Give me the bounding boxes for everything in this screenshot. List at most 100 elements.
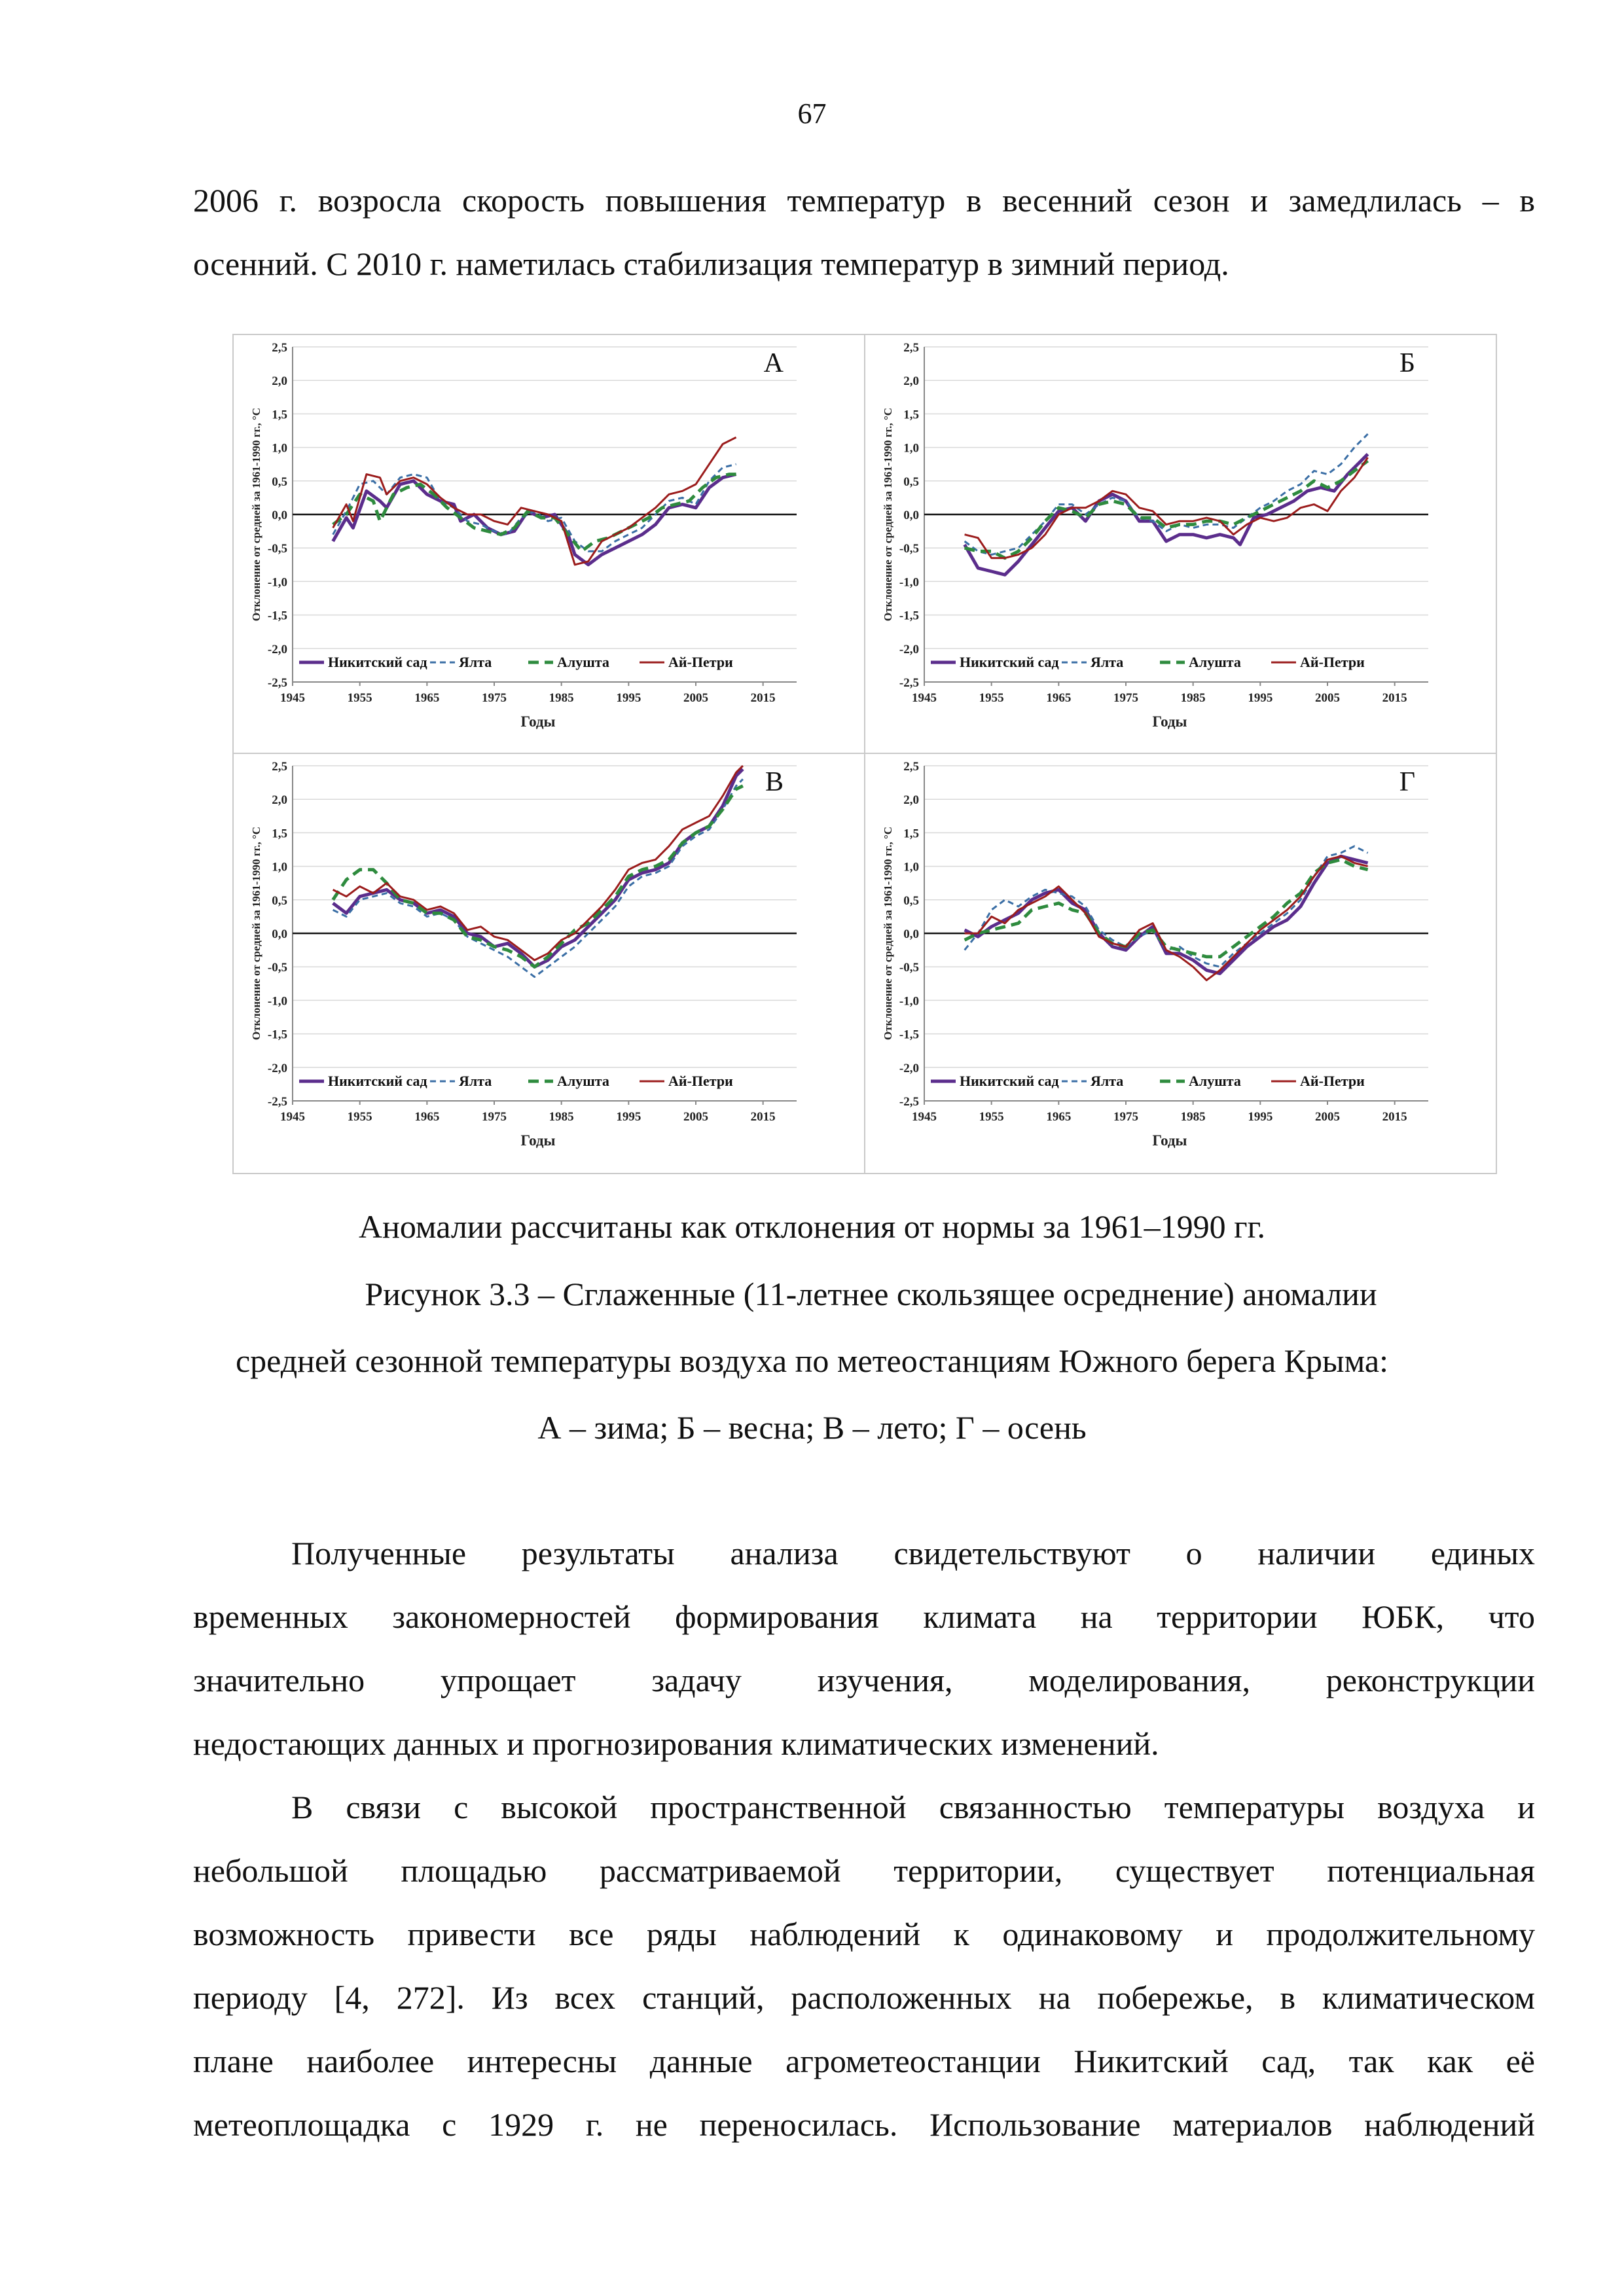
y-tick-label: -0,5 bbox=[899, 961, 919, 975]
y-tick-label: 2,0 bbox=[272, 793, 287, 807]
y-tick-label: 0,5 bbox=[272, 475, 287, 489]
x-tick-label: 1955 bbox=[348, 691, 372, 705]
legend-label: Ялта bbox=[1091, 654, 1123, 670]
y-tick-label: 0,0 bbox=[272, 927, 287, 941]
y-tick-label: 1,0 bbox=[903, 442, 919, 456]
x-tick-label: 1975 bbox=[1113, 1110, 1138, 1124]
series-line bbox=[332, 778, 744, 978]
x-tick-label: 2015 bbox=[1382, 691, 1407, 705]
x-tick-label: 2005 bbox=[1315, 691, 1340, 705]
paragraph-line: недостающих данных и прогнозирования кли… bbox=[193, 1725, 1159, 1762]
y-tick-label: -1,5 bbox=[899, 1028, 919, 1042]
paragraph-line: небольшой площадью рассматриваемой терри… bbox=[193, 1852, 1535, 1889]
legend-label: Алушта bbox=[557, 654, 609, 670]
legend-label: Алушта bbox=[1189, 1073, 1241, 1089]
y-tick-label: -1,0 bbox=[899, 575, 919, 589]
x-tick-label: 1965 bbox=[1046, 691, 1071, 705]
legend-label: Ай-Петри bbox=[668, 654, 733, 670]
x-tick-label: 1955 bbox=[348, 1110, 372, 1124]
x-tick-label: 1985 bbox=[1181, 691, 1206, 705]
figure-caption-line: А – зима; Б – весна; В – лето; Г – осень bbox=[537, 1409, 1087, 1446]
x-tick-label: 1975 bbox=[1113, 691, 1138, 705]
y-tick-label: 0,0 bbox=[272, 509, 287, 522]
x-tick-label: 1985 bbox=[549, 691, 574, 705]
paragraph-line: Полученные результаты анализа свидетельс… bbox=[291, 1535, 1535, 1571]
page-number: 67 bbox=[797, 98, 827, 130]
legend-label: Ай-Петри bbox=[668, 1073, 733, 1089]
x-tick-label: 1965 bbox=[414, 691, 439, 705]
body-paragraph-1: Полученные результаты анализа свидетельс… bbox=[193, 1522, 1535, 1776]
x-axis-title: Годы bbox=[1152, 713, 1187, 730]
y-tick-label: -1,5 bbox=[268, 609, 287, 623]
series-line bbox=[332, 764, 744, 961]
intro-line: 2006 г. возросла скорость повышения темп… bbox=[193, 182, 1535, 219]
y-tick-label: -1,0 bbox=[268, 994, 287, 1008]
x-tick-label: 1995 bbox=[1248, 691, 1272, 705]
intro-paragraph: 2006 г. возросла скорость повышения темп… bbox=[193, 169, 1535, 296]
y-tick-label: 1,5 bbox=[903, 408, 919, 422]
series-line bbox=[964, 855, 1368, 982]
body-paragraph-2: В связи с высокой пространственной связа… bbox=[193, 1776, 1535, 2157]
y-tick-label: -0,5 bbox=[899, 542, 919, 556]
y-tick-label: 2,0 bbox=[272, 374, 287, 388]
x-tick-label: 1945 bbox=[280, 1110, 305, 1124]
panel-letter: В bbox=[765, 767, 784, 797]
y-tick-label: 0,5 bbox=[903, 894, 919, 908]
y-axis-title: Отклонение от средней за 1961-1990 гг., … bbox=[882, 408, 894, 621]
y-tick-label: -2,5 bbox=[268, 1095, 287, 1109]
y-tick-label: 2,5 bbox=[903, 341, 919, 355]
x-tick-label: 1965 bbox=[414, 1110, 439, 1124]
x-tick-label: 1945 bbox=[912, 1110, 937, 1124]
chart-summer-svg: -2,5 -2,0 -1,5 -1,0 -0,5 0,0 0,5 1,0 1,5 2,0 2,5 19… bbox=[250, 760, 797, 1149]
x-tick-label: 1995 bbox=[1248, 1110, 1272, 1124]
paragraph-line: значительно упрощает задачу изучения, мо… bbox=[193, 1662, 1535, 1698]
panel-letter: Г bbox=[1399, 767, 1415, 797]
series-line bbox=[964, 459, 1369, 560]
legend-label: Ялта bbox=[459, 1073, 492, 1089]
figure-caption-line: средней сезонной температуры воздуха по … bbox=[235, 1342, 1388, 1379]
series-line bbox=[963, 453, 1369, 577]
x-tick-label: 2015 bbox=[1382, 1110, 1407, 1124]
series-line bbox=[964, 433, 1369, 556]
chart-spring-svg: -2,5 -2,0 -1,5 -1,0 -0,5 0,0 0,5 1,0 1,5 2,0 2,5 19… bbox=[882, 341, 1428, 730]
y-tick-label: 1,0 bbox=[272, 861, 287, 874]
y-tick-label: -1,5 bbox=[899, 609, 919, 623]
chart-panel-autumn: -2,5 -2,0 -1,5 -1,0 -0,5 0,0 0,5 1,0 1,5 2,0 2,5 19… bbox=[864, 753, 1497, 1174]
y-axis-title: Отклонение от средней за 1961-1990 гг., … bbox=[882, 827, 894, 1040]
x-tick-label: 1985 bbox=[549, 1110, 574, 1124]
y-tick-label: 1,5 bbox=[272, 408, 287, 422]
y-tick-label: -2,5 bbox=[899, 1095, 919, 1109]
paragraph-line: возможность привести все ряды наблюдений… bbox=[193, 1916, 1535, 1952]
y-tick-label: -1,0 bbox=[899, 994, 919, 1008]
y-tick-label: -2,0 bbox=[268, 643, 287, 656]
x-tick-label: 1955 bbox=[979, 1110, 1004, 1124]
series-line bbox=[964, 854, 1369, 975]
legend-label: Алушта bbox=[557, 1073, 609, 1089]
x-tick-label: 2015 bbox=[751, 1110, 776, 1124]
panel-letter: А bbox=[764, 348, 784, 378]
paragraph-line: метеоплощадка с 1929 г. не переносилась.… bbox=[193, 2106, 1535, 2143]
legend-label: Ай-Петри bbox=[1300, 654, 1365, 670]
x-tick-label: 1995 bbox=[616, 1110, 641, 1124]
paragraph-line: временных закономерностей формирования к… bbox=[193, 1598, 1535, 1635]
x-tick-label: 1955 bbox=[979, 691, 1004, 705]
legend-label: Никитский сад bbox=[960, 654, 1059, 670]
chart-panel-winter: -2,5 -2,0 -1,5 -1,0 -0,5 0,0 0,5 1,0 1,5 2,0 2,5 19… bbox=[232, 334, 867, 755]
paragraph-line: плане наиболее интересны данные агромете… bbox=[193, 2043, 1535, 2079]
y-tick-label: 2,5 bbox=[272, 760, 287, 774]
y-tick-label: -1,0 bbox=[268, 575, 287, 589]
y-tick-label: -0,5 bbox=[268, 542, 287, 556]
legend-label: Никитский сад bbox=[328, 654, 427, 670]
y-tick-label: 2,5 bbox=[272, 341, 287, 355]
series-line bbox=[331, 784, 744, 969]
chart-winter-svg: -2,5 -2,0 -1,5 -1,0 -0,5 0,0 0,5 1,0 1,5 2,0 2,5 19… bbox=[250, 341, 797, 730]
paragraph-line: периоду [4, 272]. Из всех станций, распо… bbox=[193, 1979, 1535, 2016]
legend-label: Ялта bbox=[459, 654, 492, 670]
y-tick-label: 1,0 bbox=[903, 861, 919, 874]
y-tick-label: -2,5 bbox=[268, 676, 287, 690]
x-tick-label: 1965 bbox=[1046, 1110, 1071, 1124]
series-line bbox=[332, 768, 744, 969]
x-tick-label: 2005 bbox=[1315, 1110, 1340, 1124]
series-line bbox=[332, 436, 737, 566]
y-tick-label: 2,0 bbox=[903, 793, 919, 807]
